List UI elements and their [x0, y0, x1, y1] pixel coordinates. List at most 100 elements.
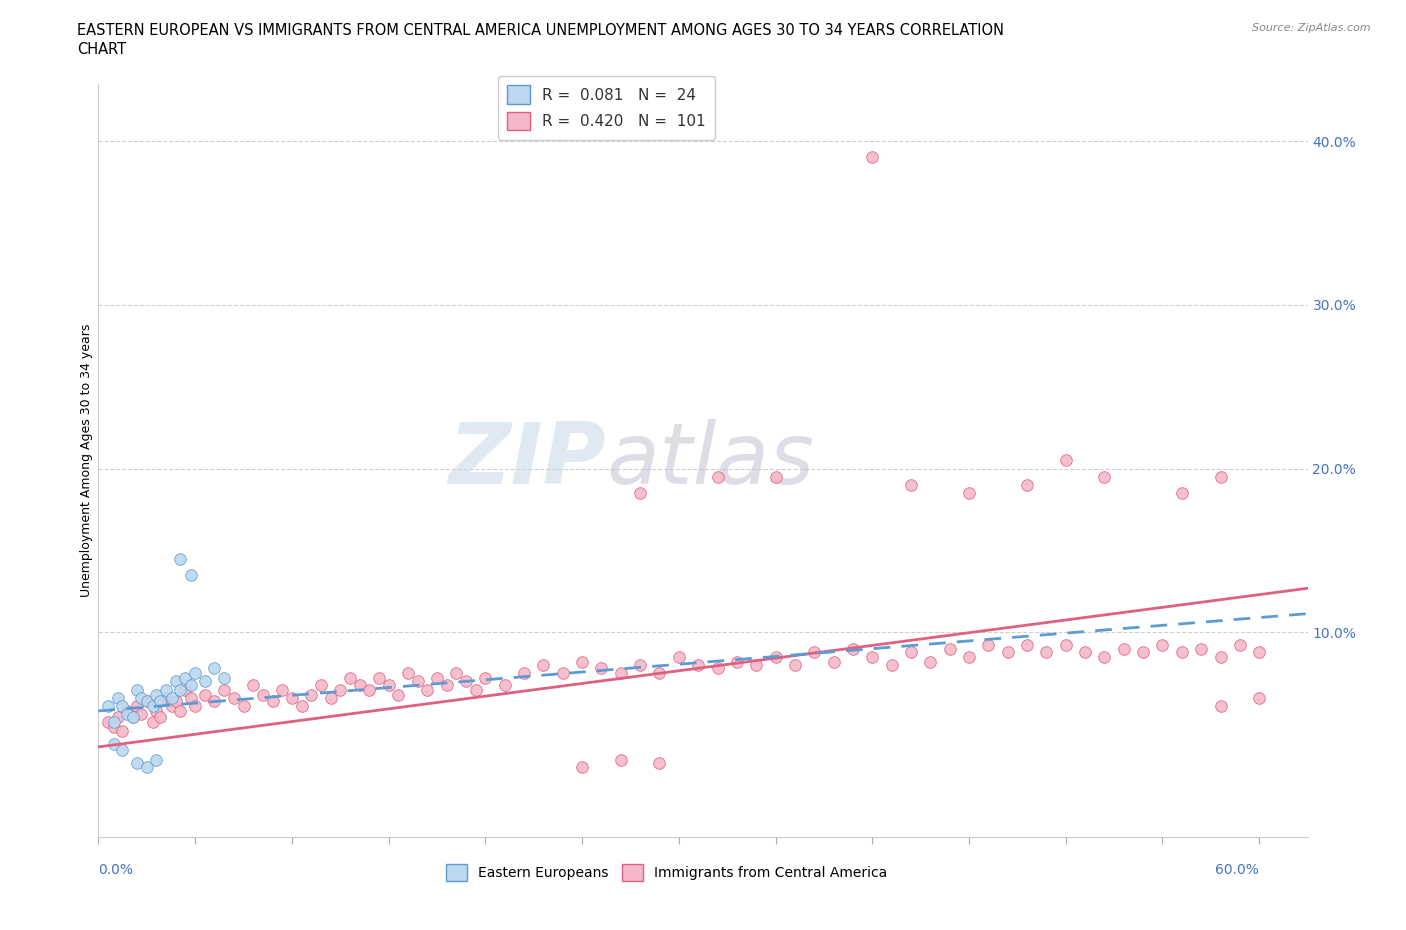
- Text: ZIP: ZIP: [449, 418, 606, 502]
- Point: [174, 683, 197, 698]
- Point: [368, 671, 391, 685]
- Point: [688, 658, 710, 672]
- Point: [706, 661, 728, 676]
- Text: 60.0%: 60.0%: [1215, 863, 1260, 877]
- Point: [406, 674, 429, 689]
- Point: [1035, 644, 1057, 659]
- Point: [222, 690, 245, 705]
- Point: [1015, 638, 1038, 653]
- Legend: Eastern Europeans, Immigrants from Central America: Eastern Europeans, Immigrants from Centr…: [440, 858, 893, 886]
- Point: [648, 756, 671, 771]
- Point: [426, 671, 449, 685]
- Point: [765, 649, 787, 664]
- Point: [668, 649, 690, 664]
- Point: [464, 683, 486, 698]
- Point: [204, 661, 226, 676]
- Point: [299, 687, 322, 702]
- Point: [610, 666, 633, 681]
- Point: [880, 658, 903, 672]
- Point: [142, 715, 165, 730]
- Point: [571, 655, 593, 670]
- Point: [387, 687, 409, 702]
- Point: [127, 756, 149, 771]
- Point: [454, 674, 477, 689]
- Point: [339, 671, 361, 685]
- Point: [860, 150, 883, 165]
- Point: [111, 698, 134, 713]
- Point: [122, 710, 145, 724]
- Point: [103, 720, 125, 735]
- Point: [103, 737, 125, 751]
- Point: [571, 759, 593, 774]
- Point: [135, 694, 157, 709]
- Point: [329, 683, 352, 698]
- Point: [349, 677, 371, 692]
- Point: [184, 666, 207, 681]
- Point: [204, 694, 226, 709]
- Point: [765, 470, 787, 485]
- Point: [142, 698, 165, 713]
- Point: [117, 707, 139, 722]
- Point: [135, 759, 157, 774]
- Text: atlas: atlas: [606, 418, 814, 502]
- Point: [180, 567, 202, 582]
- Point: [1189, 642, 1212, 657]
- Point: [184, 698, 207, 713]
- Point: [1209, 649, 1232, 664]
- Point: [531, 658, 554, 672]
- Point: [513, 666, 536, 681]
- Point: [997, 644, 1019, 659]
- Point: [628, 658, 651, 672]
- Point: [145, 752, 167, 767]
- Text: 0.0%: 0.0%: [98, 863, 134, 877]
- Point: [803, 644, 825, 659]
- Point: [145, 687, 167, 702]
- Point: [938, 642, 960, 657]
- Point: [1015, 477, 1038, 492]
- Point: [111, 743, 134, 758]
- Point: [97, 698, 120, 713]
- Point: [900, 477, 922, 492]
- Point: [725, 655, 748, 670]
- Point: [160, 698, 183, 713]
- Point: [212, 671, 235, 685]
- Point: [165, 674, 187, 689]
- Point: [319, 690, 342, 705]
- Point: [957, 649, 980, 664]
- Point: [107, 690, 129, 705]
- Point: [1209, 470, 1232, 485]
- Point: [359, 683, 381, 698]
- Point: [262, 694, 284, 709]
- Point: [1171, 644, 1194, 659]
- Point: [396, 666, 419, 681]
- Point: [957, 485, 980, 500]
- Point: [1094, 470, 1116, 485]
- Point: [920, 655, 942, 670]
- Point: [252, 687, 274, 702]
- Point: [165, 694, 187, 709]
- Point: [416, 683, 439, 698]
- Point: [1094, 649, 1116, 664]
- Point: [155, 690, 177, 705]
- Point: [281, 690, 304, 705]
- Y-axis label: Unemployment Among Ages 30 to 34 years: Unemployment Among Ages 30 to 34 years: [80, 324, 93, 597]
- Point: [446, 666, 468, 681]
- Point: [97, 715, 120, 730]
- Point: [122, 710, 145, 724]
- Point: [290, 698, 312, 713]
- Text: EASTERN EUROPEAN VS IMMIGRANTS FROM CENTRAL AMERICA UNEMPLOYMENT AMONG AGES 30 T: EASTERN EUROPEAN VS IMMIGRANTS FROM CENT…: [77, 23, 1004, 38]
- Point: [194, 687, 217, 702]
- Text: Source: ZipAtlas.com: Source: ZipAtlas.com: [1253, 23, 1371, 33]
- Point: [174, 671, 197, 685]
- Point: [127, 683, 149, 698]
- Point: [309, 677, 332, 692]
- Point: [842, 642, 865, 657]
- Point: [860, 649, 883, 664]
- Point: [1112, 642, 1135, 657]
- Point: [1209, 698, 1232, 713]
- Point: [900, 644, 922, 659]
- Point: [180, 677, 202, 692]
- Point: [107, 710, 129, 724]
- Point: [1229, 638, 1251, 653]
- Point: [135, 694, 157, 709]
